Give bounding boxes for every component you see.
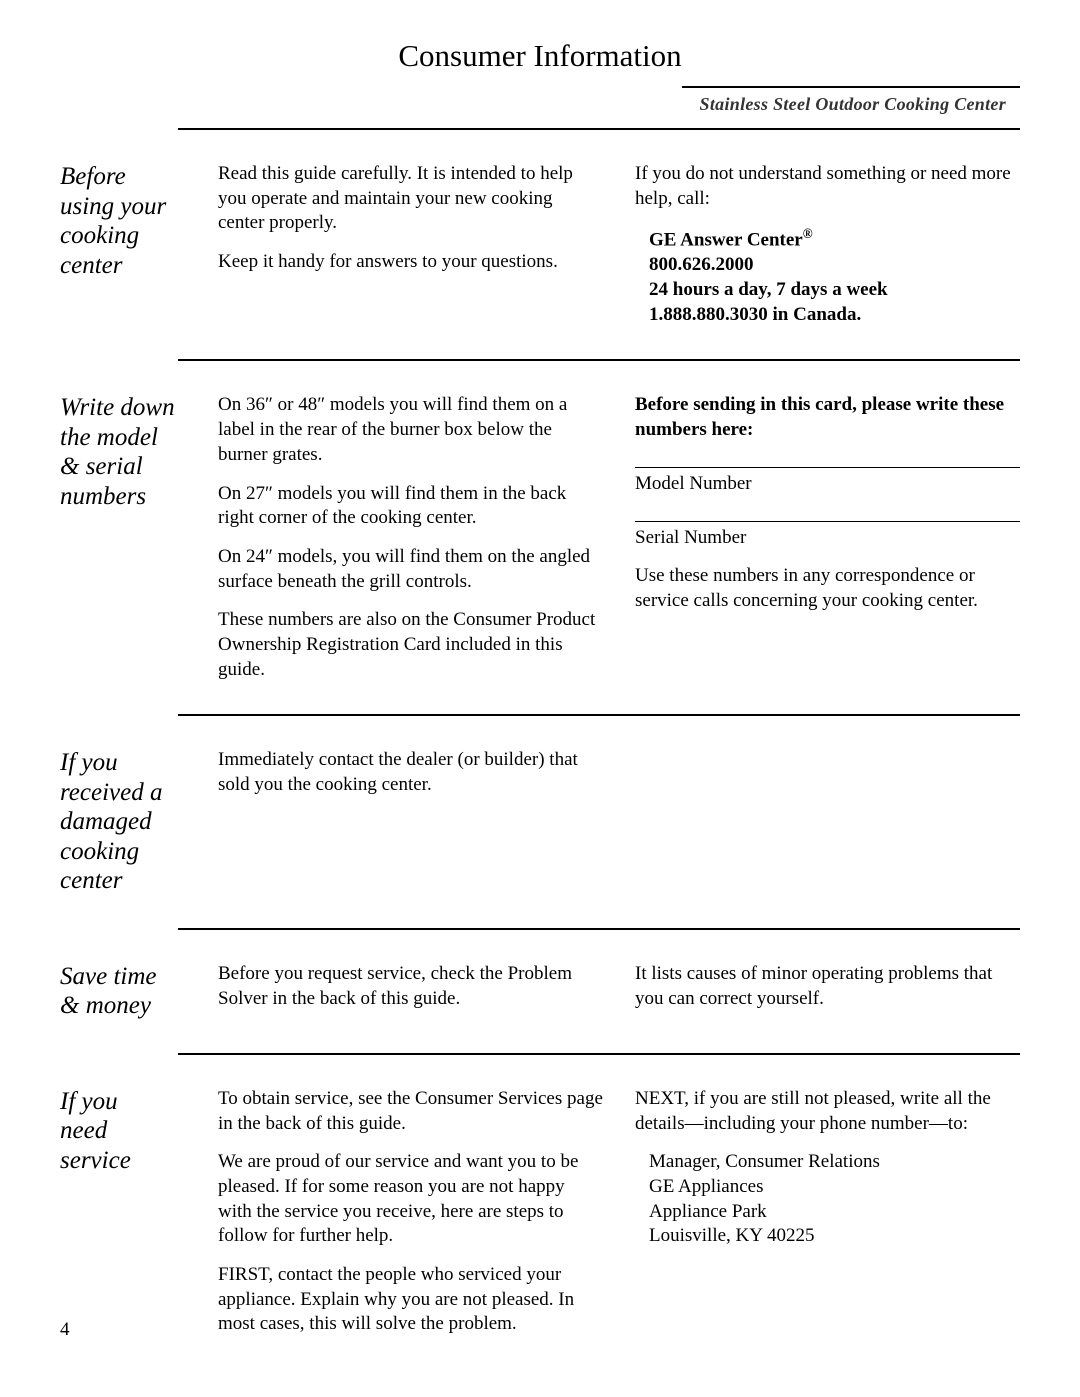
para-bold: Before sending in this card, please writ… <box>635 393 1020 442</box>
section-save: Save time & money Before you request ser… <box>178 930 1020 1055</box>
registered-icon: ® <box>803 226 813 241</box>
heading-service: If you need service <box>60 1087 218 1337</box>
content: Before using your cooking center Read th… <box>178 128 1020 1369</box>
h-line: Write down <box>60 394 175 421</box>
addr-line: GE Appliances <box>649 1176 764 1197</box>
page: Consumer Information Stainless Steel Out… <box>0 0 1080 1369</box>
para: To obtain service, see the Consumer Serv… <box>218 1087 603 1136</box>
h-line: & serial <box>60 453 143 480</box>
contact-line: 24 hours a day, 7 days a week <box>649 279 888 300</box>
col-right <box>635 748 1020 896</box>
para: Use these numbers in any correspondence … <box>635 564 1020 613</box>
h-line: center <box>60 252 122 279</box>
heading-damaged: If you received a damaged cooking center <box>60 748 218 896</box>
h-line: Save time <box>60 963 156 990</box>
para: NEXT, if you are still not pleased, writ… <box>635 1087 1020 1136</box>
body-save: Before you request service, check the Pr… <box>218 962 1020 1021</box>
h-line: damaged <box>60 808 152 835</box>
h-line: numbers <box>60 483 146 510</box>
serial-number-field: Serial Number <box>635 521 1020 551</box>
addr-line: Louisville, KY 40225 <box>649 1225 815 1246</box>
para: On 27″ models you will find them in the … <box>218 482 603 531</box>
col-right: If you do not understand something or ne… <box>635 162 1020 327</box>
h-line: & money <box>60 992 151 1019</box>
heading-write: Write down the model & serial numbers <box>60 393 218 682</box>
contact-line: GE Answer Center <box>649 230 803 251</box>
subtitle: Stainless Steel Outdoor Cooking Center <box>700 94 1006 115</box>
h-line: If you <box>60 1088 118 1115</box>
para: On 24″ models, you will find them on the… <box>218 545 603 594</box>
h-line: service <box>60 1147 131 1174</box>
contact-line: 1.888.880.3030 in Canada. <box>649 304 861 325</box>
addr-line: Manager, Consumer Relations <box>649 1151 880 1172</box>
page-number: 4 <box>60 1319 70 1341</box>
h-line: cooking <box>60 222 139 249</box>
para: We are proud of our service and want you… <box>218 1150 603 1249</box>
contact-line: 800.626.2000 <box>649 254 754 275</box>
h-line: Before <box>60 163 126 190</box>
section-write: Write down the model & serial numbers On… <box>178 361 1020 716</box>
address-block: Manager, Consumer Relations GE Appliance… <box>649 1150 1020 1249</box>
para: These numbers are also on the Consumer P… <box>218 608 603 682</box>
col-right: It lists causes of minor operating probl… <box>635 962 1020 1021</box>
h-line: using your <box>60 193 166 220</box>
para: Keep it handy for answers to your questi… <box>218 250 603 275</box>
section-before: Before using your cooking center Read th… <box>178 130 1020 361</box>
heading-before: Before using your cooking center <box>60 162 218 327</box>
body-before: Read this guide carefully. It is intende… <box>218 162 1020 327</box>
h-line: center <box>60 867 122 894</box>
h-line: If you <box>60 749 118 776</box>
h-line: need <box>60 1117 107 1144</box>
para: Read this guide carefully. It is intende… <box>218 162 603 236</box>
col-left: Immediately contact the dealer (or build… <box>218 748 603 896</box>
addr-line: Appliance Park <box>649 1201 767 1222</box>
col-left: Before you request service, check the Pr… <box>218 962 603 1021</box>
h-line: the model <box>60 424 158 451</box>
page-title: Consumer Information <box>60 38 1020 74</box>
body-damaged: Immediately contact the dealer (or build… <box>218 748 1020 896</box>
para: If you do not understand something or ne… <box>635 162 1020 211</box>
para: Before you request service, check the Pr… <box>218 962 603 1011</box>
h-line: cooking <box>60 838 139 865</box>
section-damaged: If you received a damaged cooking center… <box>178 716 1020 930</box>
body-write: On 36″ or 48″ models you will find them … <box>218 393 1020 682</box>
para: On 36″ or 48″ models you will find them … <box>218 393 603 467</box>
col-left: On 36″ or 48″ models you will find them … <box>218 393 603 682</box>
header-area: Stainless Steel Outdoor Cooking Center <box>60 86 1020 128</box>
col-left: Read this guide carefully. It is intende… <box>218 162 603 327</box>
col-right: NEXT, if you are still not pleased, writ… <box>635 1087 1020 1337</box>
heading-save: Save time & money <box>60 962 218 1021</box>
para: It lists causes of minor operating probl… <box>635 962 1020 1011</box>
col-right: Before sending in this card, please writ… <box>635 393 1020 682</box>
body-service: To obtain service, see the Consumer Serv… <box>218 1087 1020 1337</box>
model-number-field: Model Number <box>635 467 1020 497</box>
h-line: received a <box>60 779 162 806</box>
para: Immediately contact the dealer (or build… <box>218 748 603 797</box>
section-service: If you need service To obtain service, s… <box>178 1055 1020 1369</box>
contact-block: GE Answer Center® 800.626.2000 24 hours … <box>649 225 1020 327</box>
col-left: To obtain service, see the Consumer Serv… <box>218 1087 603 1337</box>
subtitle-rule <box>682 86 1020 88</box>
para: FIRST, contact the people who serviced y… <box>218 1263 603 1337</box>
